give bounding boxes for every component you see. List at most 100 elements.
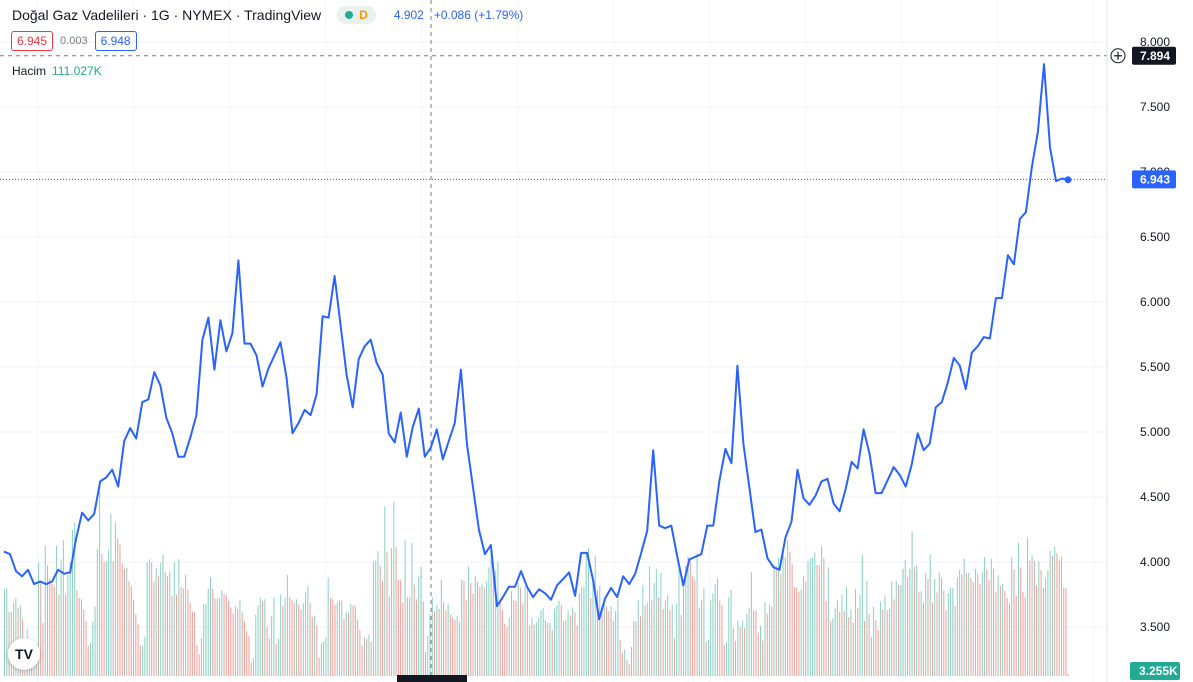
symbol-title[interactable]: Doğal Gaz Vadelileri · 1G · NYMEX · Trad… <box>12 7 322 23</box>
volume-bar <box>246 631 248 676</box>
volume-bar <box>44 545 46 676</box>
volume-bar <box>388 596 390 676</box>
volume-bar <box>386 551 388 676</box>
volume-bar <box>687 556 689 676</box>
volume-bar <box>424 651 427 676</box>
volume-bar <box>273 597 275 676</box>
volume-bar <box>363 637 365 676</box>
volume-bar <box>338 600 341 676</box>
volume-bar <box>1036 585 1038 676</box>
volume-bar <box>391 547 393 676</box>
volume-bar <box>1015 595 1017 676</box>
volume-bar <box>782 553 784 676</box>
add-plus-icon[interactable] <box>1110 48 1126 64</box>
volume-bar <box>352 605 354 676</box>
volume-bar <box>827 567 829 676</box>
volume-bar <box>551 629 553 676</box>
volume-bar <box>646 602 648 676</box>
volume-bar <box>678 563 680 676</box>
volume-bar <box>257 605 259 676</box>
volume-bar <box>624 649 626 676</box>
volume-bar <box>228 600 230 676</box>
volume-bar <box>719 600 721 676</box>
volume-bar <box>114 522 116 676</box>
volume-bar <box>836 600 838 676</box>
volume-bar <box>180 587 182 676</box>
volume-bar <box>212 589 214 676</box>
market-status-badge[interactable]: D <box>337 6 376 24</box>
volume-bar <box>499 599 501 676</box>
volume-bar <box>1065 588 1067 676</box>
volume-bar <box>375 560 377 676</box>
volume-bar <box>583 586 585 676</box>
volume-bar <box>569 615 571 676</box>
volume-bar <box>603 600 605 676</box>
volume-bar <box>886 610 888 676</box>
volume-bar <box>673 638 675 676</box>
volume-bar <box>662 608 664 676</box>
volume-bar <box>384 506 386 676</box>
volume-bar <box>185 574 187 676</box>
volume-bar <box>169 571 171 676</box>
volume-bar <box>839 612 841 676</box>
volume-bar <box>642 585 644 676</box>
volume-legend-label[interactable]: Hacim <box>12 64 47 78</box>
volume-bar <box>219 597 221 676</box>
volume-bar <box>744 627 746 676</box>
volume-bar <box>8 612 10 676</box>
volume-bar <box>950 587 952 676</box>
volume-bar <box>307 585 309 676</box>
volume-bar <box>142 645 144 676</box>
volume-bar <box>587 547 589 676</box>
volume-bar <box>768 604 771 676</box>
volume-bar <box>1045 577 1047 676</box>
volume-bar <box>816 564 818 676</box>
volume-bar <box>13 602 15 676</box>
volume-bar <box>522 604 524 676</box>
volume-bar <box>1026 537 1029 676</box>
buy-button[interactable]: 6.948 <box>94 31 137 51</box>
volume-bar <box>981 572 983 676</box>
volume-bar <box>630 646 632 676</box>
volume-bar <box>341 600 343 676</box>
volume-bar <box>956 576 958 676</box>
volume-bar <box>746 613 748 676</box>
price-axis[interactable]: 8.0007.5007.0006.5006.0005.5005.0004.500… <box>1140 35 1170 634</box>
volume-bar <box>748 608 750 676</box>
volume-bar <box>825 600 827 676</box>
volume-bar <box>166 576 169 676</box>
sell-button[interactable]: 6.945 <box>11 31 54 51</box>
volume-bar <box>879 601 881 676</box>
volume-bar <box>873 606 875 676</box>
volume-bar <box>1054 546 1056 676</box>
price-axis-tick: 6.500 <box>1140 230 1170 244</box>
volume-bar <box>983 557 986 676</box>
volume-bar <box>934 578 936 676</box>
volume-bar <box>1031 555 1033 676</box>
volume-bar <box>916 565 918 676</box>
volume-bar <box>694 580 696 676</box>
volume-bar <box>171 595 173 676</box>
volume-bar <box>832 618 834 676</box>
volume-bar <box>60 559 62 676</box>
volume-bar <box>146 562 148 676</box>
volume-bar <box>90 642 92 676</box>
volume-bar <box>318 657 320 676</box>
volume-bar <box>823 557 825 676</box>
volume-bar <box>850 609 852 676</box>
volume-bar <box>710 600 712 676</box>
tradingview-logo-icon[interactable]: TV <box>8 638 40 670</box>
volume-bar <box>1006 597 1008 676</box>
volume-bar <box>728 597 730 676</box>
volume-bar <box>931 602 934 676</box>
volume-bar <box>343 619 345 676</box>
volume-bar <box>241 612 243 676</box>
volume-bar <box>92 621 94 676</box>
volume-bar <box>316 625 318 676</box>
volume-bar <box>266 626 268 676</box>
volume-bar <box>861 554 863 676</box>
volume-bar <box>440 579 442 676</box>
spread-value: 0.003 <box>60 35 88 47</box>
volume-bar <box>298 604 300 676</box>
